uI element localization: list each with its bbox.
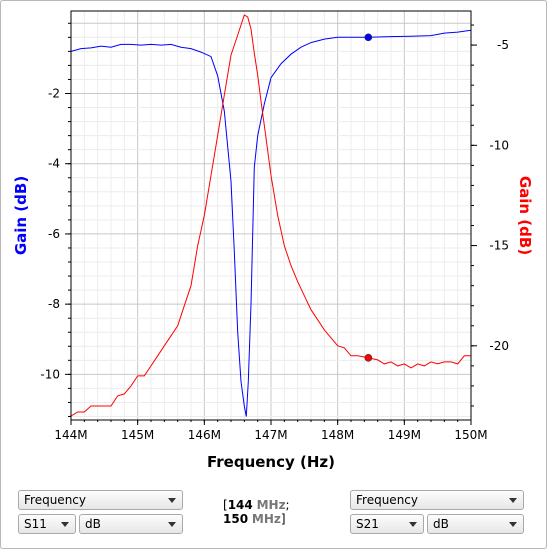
y-right-tick-label: -15 bbox=[489, 239, 509, 253]
left-format-select-value: dB bbox=[85, 517, 101, 531]
left-domain-select[interactable]: Frequency bbox=[18, 490, 183, 510]
left-format-select[interactable]: dB bbox=[79, 514, 183, 534]
left-param-select-value: S11 bbox=[24, 517, 47, 531]
series-layer bbox=[70, 14, 472, 417]
chevron-down-icon bbox=[509, 522, 517, 527]
y-left-tick-label: -8 bbox=[48, 297, 60, 311]
y-right-tick-label: -20 bbox=[489, 339, 509, 353]
y-left-tick-label: -6 bbox=[48, 227, 60, 241]
right-param-select[interactable]: S21 bbox=[350, 514, 424, 534]
series-line-right bbox=[70, 14, 471, 417]
x-tick-label: 150M bbox=[454, 428, 487, 442]
grid bbox=[70, 11, 472, 420]
x-tick-label: 145M bbox=[121, 428, 154, 442]
label-layer: 144M 145M 146M 147M 148M 149M 150M -2 -4 -6 -8 -10 -… bbox=[40, 38, 509, 442]
left-domain-select-value: Frequency bbox=[24, 493, 86, 507]
x-tick-label: 148M bbox=[321, 428, 354, 442]
range-stop-value: 150 bbox=[223, 512, 249, 526]
chevron-down-icon bbox=[509, 498, 517, 503]
range-stop-unit: MHz bbox=[251, 512, 281, 526]
frequency-range: [144 MHz; 150 MHz] bbox=[223, 498, 290, 526]
x-tick-label: 147M bbox=[254, 428, 287, 442]
right-format-select[interactable]: dB bbox=[427, 514, 524, 534]
y-axis-label-right: Gain (dB) bbox=[516, 176, 534, 255]
range-separator: ; bbox=[285, 498, 290, 512]
left-param-select[interactable]: S11 bbox=[18, 514, 76, 534]
y-right-tick-label: -10 bbox=[489, 138, 509, 152]
x-tick-label: 149M bbox=[388, 428, 421, 442]
y-axis-label-left: Gain (dB) bbox=[12, 176, 30, 255]
x-tick-label: 146M bbox=[188, 428, 221, 442]
y-right-tick-label: -5 bbox=[497, 38, 509, 52]
y-left-tick-label: -4 bbox=[48, 157, 60, 171]
right-domain-select[interactable]: Frequency bbox=[350, 490, 524, 510]
chevron-down-icon bbox=[168, 522, 176, 527]
chevron-down-icon bbox=[61, 522, 69, 527]
chevron-down-icon bbox=[168, 498, 176, 503]
right-domain-select-value: Frequency bbox=[356, 493, 418, 507]
series-line-left bbox=[70, 29, 472, 417]
tick-layer bbox=[65, 22, 477, 425]
marker-left bbox=[364, 33, 373, 42]
right-format-select-value: dB bbox=[433, 517, 449, 531]
chevron-down-icon bbox=[409, 522, 417, 527]
y-left-tick-label: -2 bbox=[48, 87, 60, 101]
gain-chart: 144M 145M 146M 147M 148M 149M 150M -2 -4 -6 -8 -10 -… bbox=[12, 10, 534, 471]
right-param-select-value: S21 bbox=[356, 517, 379, 531]
x-tick-label: 144M bbox=[54, 428, 87, 442]
y-left-tick-label: -10 bbox=[40, 367, 60, 381]
x-axis-label: Frequency (Hz) bbox=[207, 453, 335, 471]
range-start-value: 144 bbox=[227, 498, 253, 512]
marker-right bbox=[364, 354, 373, 362]
range-start-unit: MHz bbox=[256, 498, 286, 512]
controls-bar: Frequency S11 dB [144 MHz; 150 MHz] Freq… bbox=[1, 484, 546, 546]
